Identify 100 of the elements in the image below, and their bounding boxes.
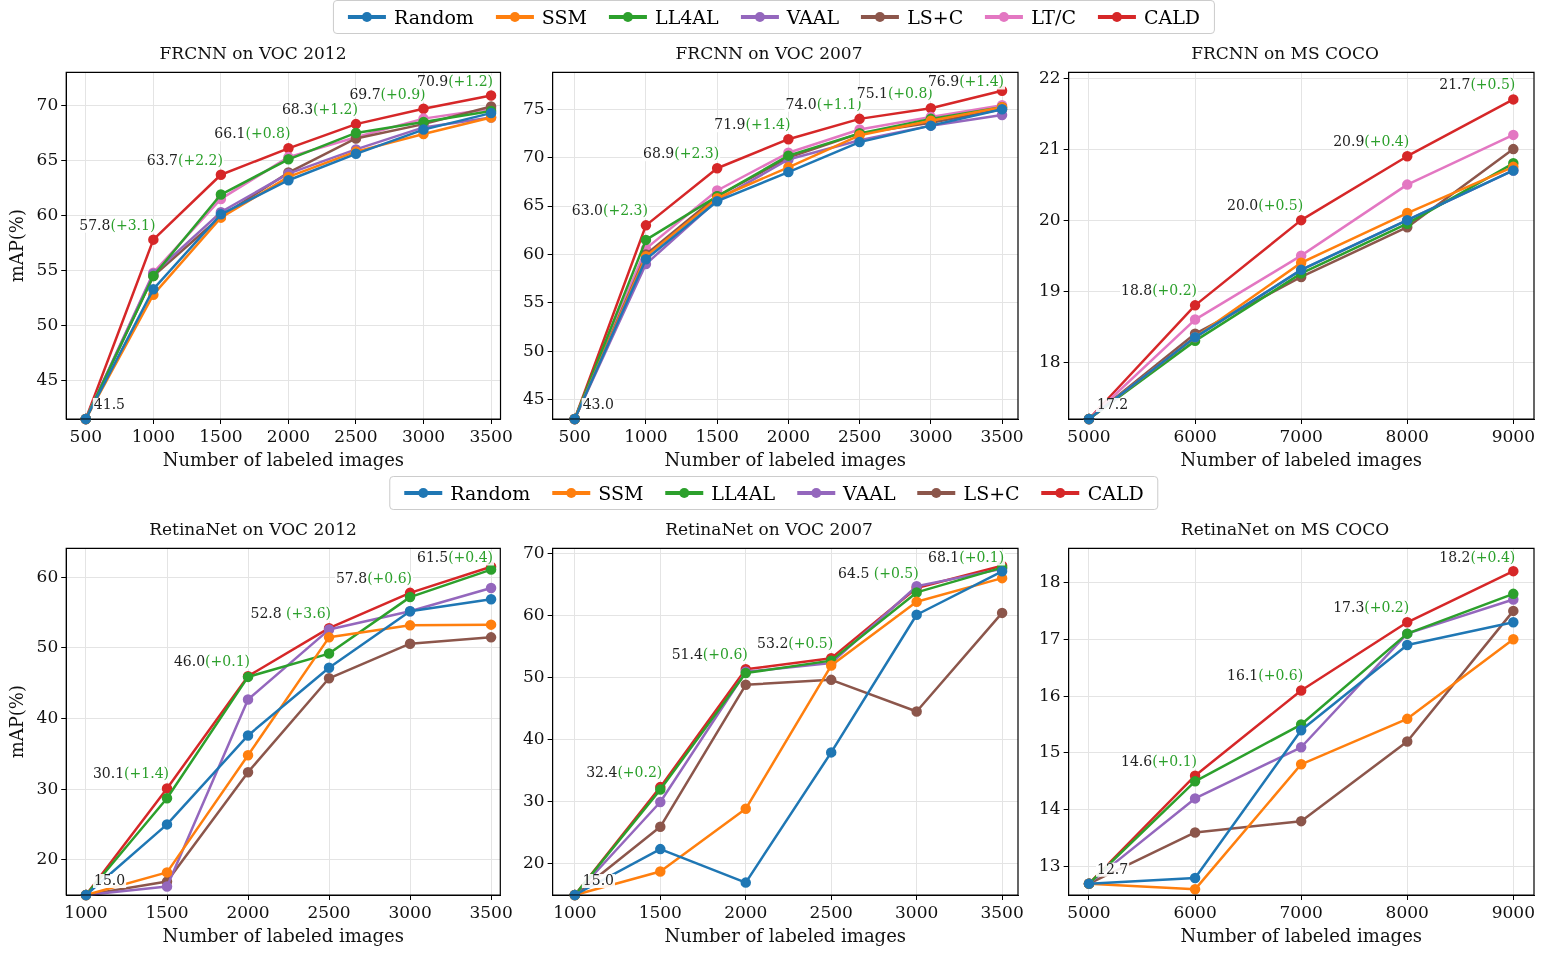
legend-label: LT/C	[1031, 6, 1076, 28]
x-tick-label: 3000	[909, 425, 953, 446]
annotation: 69.7(+0.9)	[349, 85, 426, 102]
y-tick-label: 16	[1038, 684, 1061, 705]
y-tick-label: 15	[1038, 741, 1061, 762]
y-tick-label: 19	[1038, 279, 1061, 300]
annotation: 32.4(+0.2)	[586, 764, 663, 781]
y-tick-label: 60	[522, 242, 545, 263]
y-tick-label: 22	[1038, 66, 1061, 87]
annotation: 17.3(+0.2)	[1333, 599, 1410, 616]
x-tick-label: 8000	[1385, 425, 1429, 446]
chart-title: RetinaNet on MS COCO	[1180, 518, 1390, 539]
annotation: 68.3(+1.2)	[281, 101, 358, 118]
x-axis-title: Number of labeled images	[162, 924, 404, 946]
annotation: 18.8(+0.2)	[1120, 282, 1198, 299]
y-tick-label: 20	[522, 852, 545, 873]
annotation: 15.0	[94, 872, 126, 888]
annotation: 70.9(+1.2)	[416, 73, 494, 90]
y-tick-label: 60	[36, 565, 59, 586]
y-tick-label: 65	[36, 148, 59, 169]
x-tick-label: 2500	[837, 425, 882, 446]
annotation: 71.9(+1.4)	[714, 116, 791, 133]
y-tick-label: 70	[522, 146, 545, 167]
y-tick-label: 18	[1038, 570, 1061, 591]
y-tick-label: 55	[522, 291, 545, 312]
y-tick-label: 60	[36, 203, 59, 224]
annotation: 43.0	[582, 396, 614, 412]
legend-label: VAAL	[843, 482, 896, 504]
y-tick-label: 21	[1038, 137, 1061, 158]
legend-label: VAAL	[786, 6, 840, 28]
annotation: 68.1(+0.1)	[928, 549, 1005, 566]
legend-label: LL4AL	[655, 6, 719, 28]
x-axis-title: Number of labeled images	[162, 448, 405, 470]
y-tick-label: 45	[522, 388, 545, 409]
y-tick-label: 55	[36, 258, 59, 279]
y-tick-label: 60	[522, 604, 545, 625]
y-tick-label: 30	[36, 777, 59, 798]
x-tick-label: 3500	[980, 901, 1024, 922]
legend-label: LS+C	[963, 482, 1020, 504]
x-tick-label: 1500	[695, 425, 739, 446]
x-tick-label: 3000	[895, 901, 939, 922]
annotation: 30.1(+1.4)	[92, 765, 170, 782]
annotation: 52.8 (+3.6)	[250, 605, 332, 622]
y-tick-label: 70	[522, 542, 545, 563]
y-tick-label: 40	[36, 706, 59, 727]
x-tick-label: 1000	[553, 901, 597, 922]
annotation: 63.0(+2.3)	[571, 202, 648, 219]
x-tick-label: 6000	[1173, 425, 1217, 446]
y-tick-label: 20	[1038, 208, 1061, 229]
x-tick-label: 8000	[1385, 901, 1429, 922]
legend-label: SSM	[541, 6, 588, 28]
x-axis-title: Number of labeled images	[664, 448, 907, 470]
annotation: 57.8(+0.6)	[335, 569, 413, 586]
y-axis-title: mAP(%)	[6, 209, 28, 283]
x-tick-label: 500	[69, 425, 103, 446]
x-tick-label: 3500	[980, 425, 1024, 446]
x-tick-label: 500	[558, 425, 591, 446]
annotation: 15.0	[582, 872, 615, 888]
x-tick-label: 1000	[131, 425, 175, 446]
chart-title: RetinaNet on VOC 2012	[149, 518, 357, 539]
y-tick-label: 50	[36, 313, 59, 334]
annotation: 12.7	[1097, 860, 1129, 877]
x-tick-label: 2500	[809, 901, 853, 922]
y-tick-label: 70	[36, 93, 59, 114]
y-tick-label: 50	[522, 666, 545, 687]
x-axis-title: Number of labeled images	[664, 924, 907, 946]
annotation: 51.4(+0.6)	[671, 646, 748, 663]
x-tick-label: 3000	[388, 901, 432, 922]
legend-label: LS+C	[907, 6, 964, 28]
y-tick-label: 17	[1038, 627, 1061, 648]
chart-title: FRCNN on MS COCO	[1191, 42, 1379, 63]
x-tick-label: 1000	[64, 901, 108, 922]
x-tick-label: 1500	[199, 425, 243, 446]
x-tick-label: 2000	[766, 425, 811, 446]
x-axis-title: Number of labeled images	[1180, 924, 1423, 946]
x-tick-label: 1500	[145, 901, 189, 922]
y-tick-label: 50	[36, 636, 59, 657]
x-tick-label: 2000	[226, 901, 270, 922]
annotation: 20.9(+0.4)	[1333, 133, 1410, 150]
legend-label: CALD	[1143, 6, 1201, 28]
x-tick-label: 7000	[1279, 425, 1323, 446]
annotation: 64.5 (+0.5)	[838, 565, 919, 582]
legend-label: Random	[450, 482, 531, 504]
x-tick-label: 6000	[1173, 901, 1217, 922]
annotation: 14.6(+0.1)	[1120, 752, 1198, 769]
y-tick-label: 40	[522, 728, 545, 749]
annotation: 57.8(+3.1)	[79, 216, 156, 233]
y-tick-label: 45	[36, 368, 59, 389]
y-tick-label: 14	[1038, 798, 1061, 819]
legend-label: Random	[393, 6, 474, 28]
x-tick-label: 3500	[469, 901, 513, 922]
annotation: 75.1(+0.8)	[856, 85, 933, 102]
legend-label: SSM	[598, 482, 644, 504]
x-tick-label: 2000	[266, 425, 311, 446]
x-tick-label: 5000	[1067, 901, 1111, 922]
annotation: 53.2(+0.5)	[757, 635, 834, 652]
x-tick-label: 3000	[401, 425, 446, 446]
chart-title: RetinaNet on VOC 2007	[665, 518, 873, 539]
legend-label: CALD	[1087, 482, 1144, 504]
y-tick-label: 75	[522, 97, 545, 118]
